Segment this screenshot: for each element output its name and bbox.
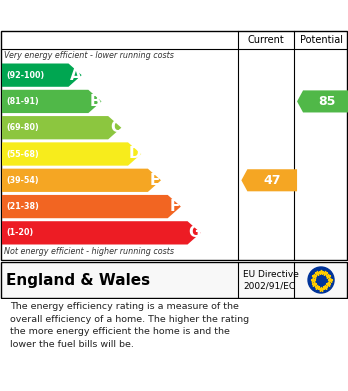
Text: 85: 85	[318, 95, 335, 108]
Polygon shape	[242, 169, 297, 191]
Text: G: G	[189, 225, 201, 240]
Polygon shape	[2, 90, 102, 113]
Text: C: C	[110, 120, 121, 135]
Polygon shape	[2, 116, 121, 139]
Text: 47: 47	[263, 174, 281, 187]
Polygon shape	[2, 63, 82, 87]
Text: (81-91): (81-91)	[6, 97, 39, 106]
Text: E: E	[150, 173, 160, 188]
Text: Current: Current	[248, 35, 285, 45]
Text: The energy efficiency rating is a measure of the
overall efficiency of a home. T: The energy efficiency rating is a measur…	[10, 302, 250, 349]
Text: (39-54): (39-54)	[6, 176, 39, 185]
Text: Very energy efficient - lower running costs: Very energy efficient - lower running co…	[4, 51, 174, 60]
Text: (1-20): (1-20)	[6, 228, 33, 237]
Text: (21-38): (21-38)	[6, 202, 39, 211]
Text: EU Directive
2002/91/EC: EU Directive 2002/91/EC	[243, 270, 299, 291]
Polygon shape	[2, 169, 161, 192]
Text: A: A	[70, 68, 82, 83]
Text: (69-80): (69-80)	[6, 123, 39, 132]
Text: F: F	[170, 199, 180, 214]
Text: Potential: Potential	[300, 35, 342, 45]
Text: (92-100): (92-100)	[6, 71, 44, 80]
Text: England & Wales: England & Wales	[6, 273, 150, 287]
Circle shape	[308, 267, 334, 293]
Polygon shape	[297, 90, 348, 113]
Text: Energy Efficiency Rating: Energy Efficiency Rating	[9, 7, 230, 23]
Text: (55-68): (55-68)	[6, 149, 39, 158]
Polygon shape	[2, 195, 181, 218]
Polygon shape	[2, 142, 141, 166]
Text: Not energy efficient - higher running costs: Not energy efficient - higher running co…	[4, 247, 174, 256]
Text: D: D	[129, 147, 142, 161]
Polygon shape	[2, 221, 201, 244]
Text: B: B	[90, 94, 101, 109]
